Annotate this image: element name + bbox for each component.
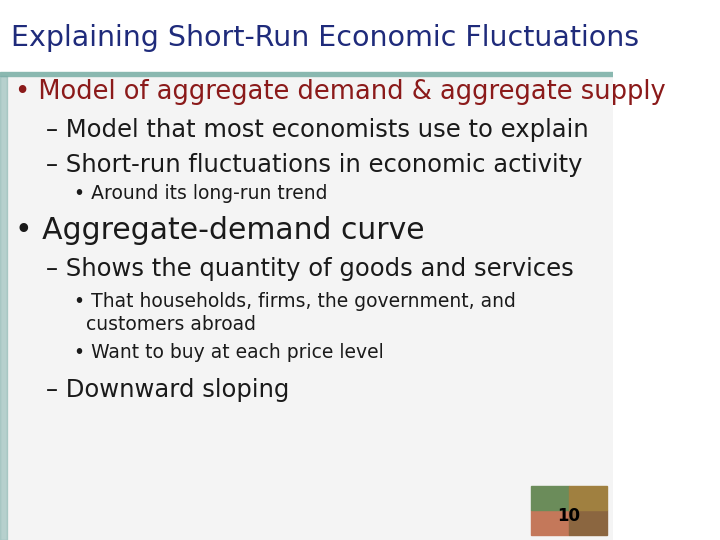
- Text: • Aggregate-demand curve: • Aggregate-demand curve: [15, 215, 425, 245]
- Text: • Around its long-run trend: • Around its long-run trend: [73, 184, 327, 203]
- Bar: [0, 76, 7, 540]
- Bar: [0, 72, 613, 76]
- Text: 10: 10: [557, 507, 580, 525]
- Bar: [0, 0, 613, 73]
- Bar: [531, 486, 607, 535]
- Bar: [531, 510, 569, 535]
- Text: Explaining Short-Run Economic Fluctuations: Explaining Short-Run Economic Fluctuatio…: [11, 24, 639, 52]
- Text: • Want to buy at each price level: • Want to buy at each price level: [73, 342, 383, 362]
- Text: • Model of aggregate demand & aggregate supply: • Model of aggregate demand & aggregate …: [15, 79, 666, 105]
- Bar: [531, 486, 569, 510]
- Bar: [0, 76, 613, 540]
- Text: – Shows the quantity of goods and services: – Shows the quantity of goods and servic…: [46, 257, 574, 281]
- Text: • That households, firms, the government, and: • That households, firms, the government…: [73, 292, 516, 311]
- Bar: [569, 486, 607, 510]
- Text: – Downward sloping: – Downward sloping: [46, 378, 289, 402]
- Text: customers abroad: customers abroad: [73, 314, 256, 334]
- Text: – Short-run fluctuations in economic activity: – Short-run fluctuations in economic act…: [46, 153, 582, 177]
- Text: – Model that most economists use to explain: – Model that most economists use to expl…: [46, 118, 589, 141]
- Bar: [569, 510, 607, 535]
